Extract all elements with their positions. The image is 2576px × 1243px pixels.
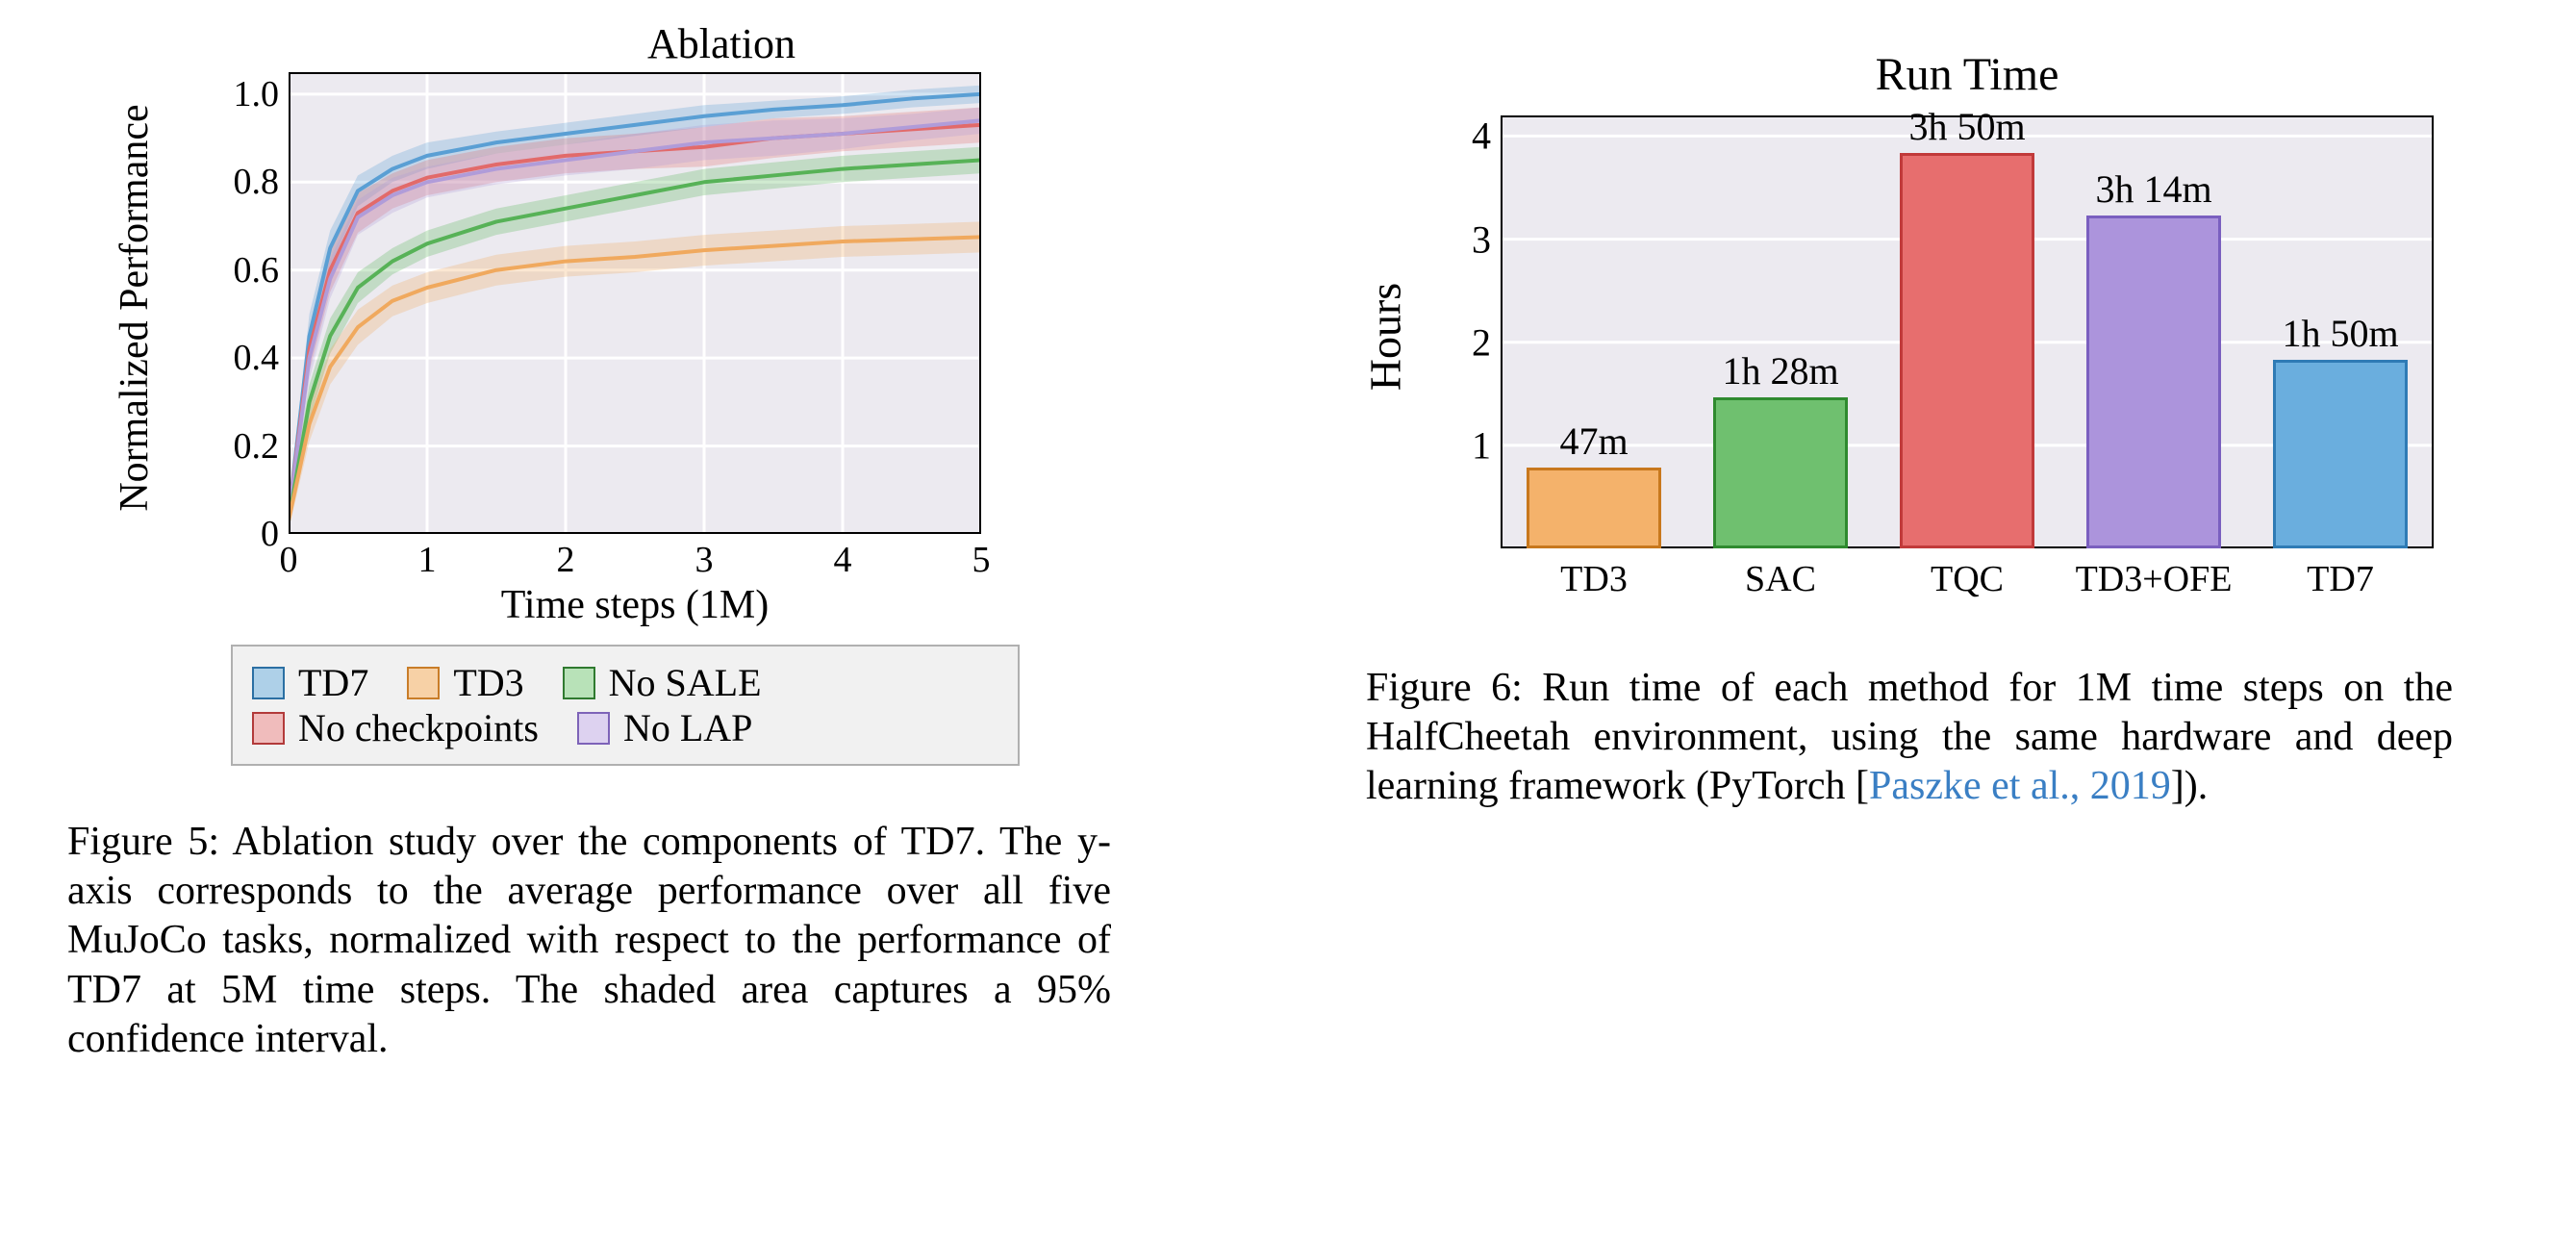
figure5-ytick: 1.0 bbox=[212, 73, 279, 115]
figure5-legend-item: No LAP bbox=[577, 705, 752, 750]
figure6-caption-body-2: ]). bbox=[2171, 764, 2208, 808]
figure5-xtick: 0 bbox=[280, 539, 298, 581]
figure5-legend-swatch bbox=[577, 712, 610, 745]
figure5-legend-label: TD7 bbox=[298, 660, 368, 705]
figure5-legend-swatch bbox=[252, 712, 285, 745]
figure6-bar-value-label: 3h 14m bbox=[2095, 166, 2211, 212]
figure6-ytick: 1 bbox=[1452, 422, 1491, 468]
figure5-svg bbox=[289, 72, 981, 534]
figure5-xtick: 2 bbox=[557, 539, 575, 581]
figure5-legend-label: No LAP bbox=[623, 705, 752, 750]
figure6-bar-value-label: 1h 50m bbox=[2282, 311, 2398, 356]
figure6-xtick: TD3+OFE bbox=[2076, 558, 2233, 600]
figure5-ytick: 0.6 bbox=[212, 249, 279, 292]
figure6-ytick: 3 bbox=[1452, 216, 1491, 262]
figure5-legend-label: TD3 bbox=[453, 660, 523, 705]
figure5-xtick: 4 bbox=[834, 539, 852, 581]
figure6-ytick: 4 bbox=[1452, 114, 1491, 159]
figure5-caption-prefix: Figure 5: bbox=[67, 820, 219, 864]
figure6-xtick: TQC bbox=[1931, 558, 2004, 600]
figure5-legend-item: TD7 bbox=[252, 660, 368, 705]
figure5-legend-item: TD3 bbox=[407, 660, 523, 705]
figure6-bar-value-label: 3h 50m bbox=[1908, 104, 2025, 149]
figure5-legend-item: No SALE bbox=[563, 660, 762, 705]
figure5-legend-row: TD7 TD3 No SALE bbox=[252, 660, 998, 705]
figure5-xtick: 1 bbox=[418, 539, 437, 581]
figure6-title: Run Time bbox=[1501, 48, 2434, 101]
figure5-plot-area bbox=[289, 72, 981, 534]
figure5-xlabel: Time steps (1M) bbox=[289, 582, 981, 628]
figure5-ytick: 0.2 bbox=[212, 425, 279, 468]
figure5-title: Ablation bbox=[289, 19, 1154, 68]
figure6-xtick: SAC bbox=[1745, 558, 1816, 600]
figure5-caption-body: Ablation study over the components of TD… bbox=[67, 820, 1111, 1061]
figure6-ylabel: Hours bbox=[1360, 283, 1411, 391]
figure6-bar-value-label: 47m bbox=[1559, 419, 1628, 464]
figure5-legend-swatch bbox=[252, 667, 285, 699]
figure6-bar bbox=[2273, 360, 2408, 548]
figure6-xticks: TD3 SAC TQC TD3+OFE TD7 bbox=[1501, 558, 2434, 606]
figure5-xtick: 5 bbox=[972, 539, 991, 581]
figure5-ytick: 0 bbox=[212, 513, 279, 555]
figure5-legend-label: No SALE bbox=[609, 660, 762, 705]
figure5-yticks: 00.20.40.60.81.0 bbox=[212, 72, 279, 534]
figure5-legend-swatch bbox=[407, 667, 440, 699]
page: Ablation Normalized Performance 0 0.2 0.4 0… bbox=[0, 0, 2576, 1243]
figure6-xtick: TD3 bbox=[1560, 558, 1628, 600]
figure6-yticks: 1 2 3 4 bbox=[1452, 115, 1491, 548]
figure5-xtick: 3 bbox=[695, 539, 714, 581]
figure5-legend: TD7 TD3 No SALE No checkpoints No LAP bbox=[231, 645, 1020, 766]
figure5-legend-label: No checkpoints bbox=[298, 705, 539, 750]
figure6-ytick: 2 bbox=[1452, 319, 1491, 365]
figure6-bar bbox=[1527, 468, 1661, 548]
figure5-legend-row: No checkpoints No LAP bbox=[252, 705, 998, 750]
figure6-plot-area: 47m1h 28m3h 50m3h 14m1h 50m bbox=[1501, 115, 2434, 548]
figure6-bar bbox=[1900, 153, 2034, 548]
figure5-legend-item: No checkpoints bbox=[252, 705, 539, 750]
figure5-caption: Figure 5: Ablation study over the compon… bbox=[67, 818, 1111, 1064]
figure5-ytick: 0.4 bbox=[212, 337, 279, 379]
figure5-xticks: 012345 bbox=[289, 539, 981, 581]
figure5-legend-swatch bbox=[563, 667, 595, 699]
figure6-citation-link[interactable]: Paszke et al., 2019 bbox=[1869, 764, 2171, 808]
figure5-ytick: 0.8 bbox=[212, 161, 279, 203]
figure5-ylabel: Normalized Performance bbox=[112, 104, 158, 511]
figure6-xtick: TD7 bbox=[2307, 558, 2374, 600]
figure6-bar-value-label: 1h 28m bbox=[1722, 348, 1838, 393]
figure6-bar bbox=[2086, 216, 2221, 548]
figure6-bar bbox=[1713, 397, 1848, 548]
figure6-caption: Figure 6: Run time of each method for 1M… bbox=[1366, 664, 2453, 812]
figure6-caption-prefix: Figure 6: bbox=[1366, 666, 1523, 710]
